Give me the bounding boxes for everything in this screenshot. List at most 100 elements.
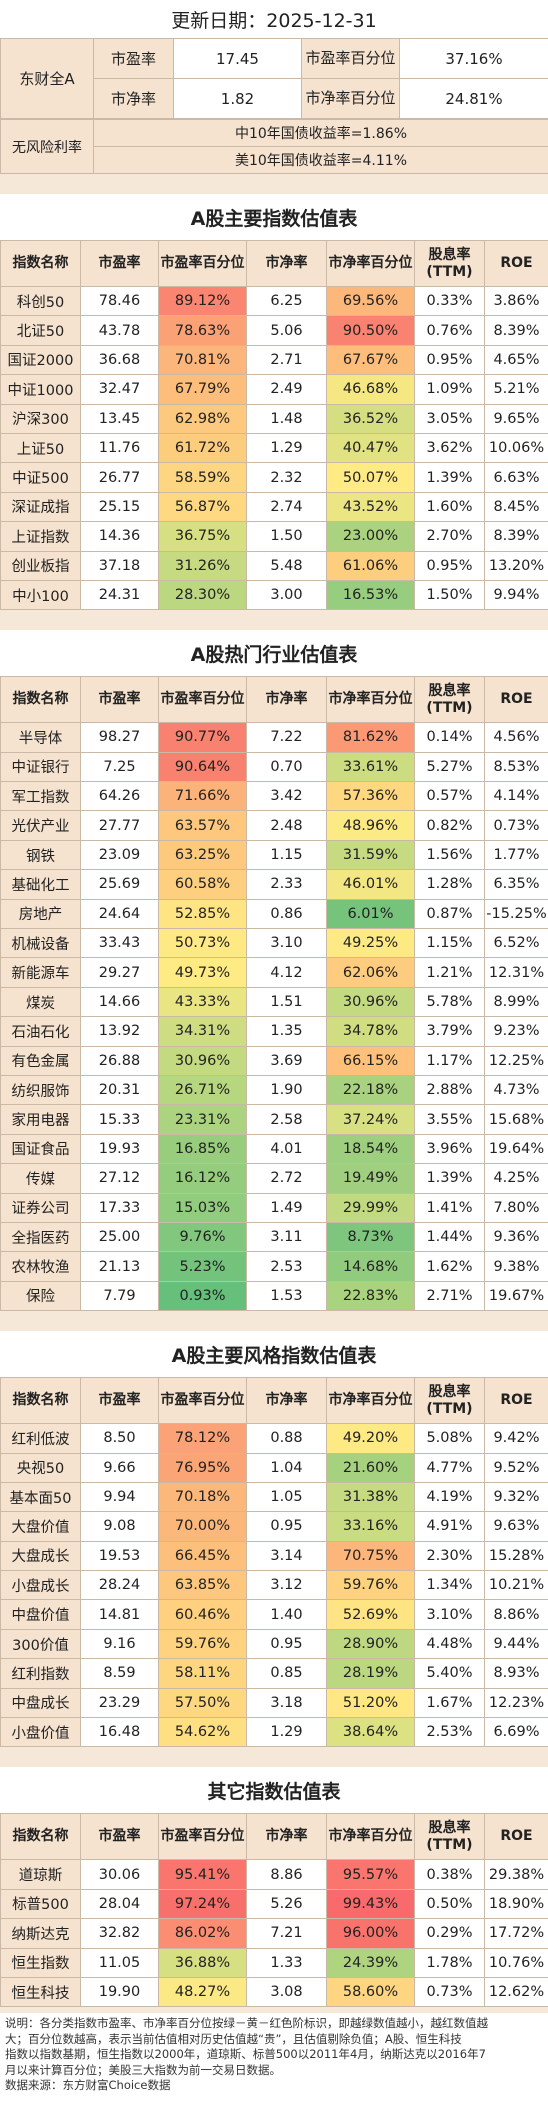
pe-cell: 19.93 <box>80 1133 159 1165</box>
roe-cell: 6.69% <box>484 1717 548 1748</box>
pb-percentile-cell: 61.06% <box>326 550 415 581</box>
roe-cell: 10.21% <box>484 1570 548 1601</box>
index-name-cell: 军工指数 <box>0 781 81 812</box>
pe-cell: 7.79 <box>80 1280 159 1312</box>
overview-pe-label: 市盈率 <box>93 38 174 79</box>
pb-cell: 0.95 <box>246 1628 327 1660</box>
pe-cell: 19.53 <box>80 1540 159 1572</box>
pe-percentile-cell: 48.27% <box>158 1976 247 2008</box>
pb-percentile-cell: 49.20% <box>326 1423 415 1454</box>
index-name-cell: 中证银行 <box>0 751 81 783</box>
pe-percentile-cell: 97.24% <box>158 1888 247 1920</box>
dividend-yield-cell: 5.08% <box>414 1423 485 1454</box>
table-row: 全指医药 25.00 9.76% 3.11 8.73% 1.44% 9.36% <box>0 1221 548 1253</box>
column-header: ROE <box>484 676 548 724</box>
section-title-other-index-valuation: 其它指数估值表 <box>0 1767 548 1814</box>
dividend-yield-cell: 0.57% <box>414 781 485 812</box>
dividend-yield-cell: 1.39% <box>414 462 485 493</box>
index-name-cell: 煤炭 <box>0 986 81 1018</box>
roe-cell: 5.21% <box>484 374 548 405</box>
footnote-line: 指数以指数基期，恒生指数以2000年，道琼斯、标普500以2011年4月，纳斯达… <box>5 2047 486 2062</box>
pb-percentile-cell: 28.90% <box>326 1628 415 1660</box>
table-row: 央视50 9.66 76.95% 1.04 21.60% 4.77% 9.52% <box>0 1452 548 1483</box>
pb-cell: 1.50 <box>246 521 327 552</box>
pe-percentile-cell: 36.75% <box>158 521 247 552</box>
dividend-yield-cell: 1.15% <box>414 928 485 959</box>
dividend-yield-cell: 0.33% <box>414 285 485 317</box>
table-row: 房地产 24.64 52.85% 0.86 6.01% 0.87% -15.25% <box>0 898 548 930</box>
pb-cell: 2.72 <box>246 1163 327 1194</box>
pe-cell: 25.69 <box>80 869 159 900</box>
roe-cell: 9.94% <box>484 579 548 611</box>
index-name-cell: 全指医药 <box>0 1221 81 1253</box>
column-header: 股息率(TTM) <box>414 240 485 287</box>
pe-cell: 24.31 <box>80 579 159 611</box>
dividend-yield-cell: 1.41% <box>414 1192 485 1223</box>
column-header: 市盈率百分位 <box>158 1377 247 1425</box>
pe-cell: 9.16 <box>80 1628 159 1660</box>
pe-cell: 13.45 <box>80 403 159 434</box>
roe-cell: 8.93% <box>484 1658 548 1689</box>
pb-cell: 4.01 <box>246 1133 327 1165</box>
roe-cell: -15.25% <box>484 898 548 930</box>
pe-percentile-cell: 95.41% <box>158 1859 247 1890</box>
pb-cell: 2.53 <box>246 1251 327 1282</box>
pb-cell: 6.25 <box>246 285 327 317</box>
column-header: 市净率 <box>246 1377 327 1425</box>
pe-percentile-cell: 50.73% <box>158 928 247 959</box>
index-name-cell: 半导体 <box>0 722 81 753</box>
table-row: 钢铁 23.09 63.25% 1.15 31.59% 1.56% 1.77% <box>0 839 548 871</box>
dividend-yield-cell: 1.21% <box>414 957 485 988</box>
pb-cell: 2.58 <box>246 1104 327 1135</box>
pe-cell: 98.27 <box>80 722 159 753</box>
roe-cell: 4.65% <box>484 344 548 376</box>
index-name-cell: 中盘成长 <box>0 1687 81 1719</box>
update-date: 更新日期：2025-12-31 <box>0 0 548 38</box>
index-name-cell: 央视50 <box>0 1452 81 1483</box>
overview-pb-pct-value: 24.81% <box>399 78 548 119</box>
pb-cell: 1.40 <box>246 1599 327 1630</box>
roe-cell: 6.52% <box>484 928 548 959</box>
pb-percentile-cell: 22.18% <box>326 1074 415 1106</box>
pb-percentile-cell: 50.07% <box>326 462 415 493</box>
index-name-cell: 新能源车 <box>0 957 81 988</box>
pb-percentile-cell: 49.25% <box>326 928 415 959</box>
roe-cell: 19.67% <box>484 1280 548 1312</box>
pb-percentile-cell: 33.61% <box>326 751 415 783</box>
index-name-cell: 纺织服饰 <box>0 1074 81 1106</box>
pb-cell: 3.14 <box>246 1540 327 1572</box>
cn-bond-yield: 中10年国债收益率=1.86% <box>93 119 548 147</box>
section-gap <box>0 1747 548 1768</box>
roe-cell: 9.63% <box>484 1511 548 1542</box>
index-name-cell: 深证成指 <box>0 491 81 523</box>
pe-cell: 19.90 <box>80 1976 159 2008</box>
pe-cell: 24.64 <box>80 898 159 930</box>
pb-cell: 1.33 <box>246 1947 327 1978</box>
pb-percentile-cell: 19.49% <box>326 1163 415 1194</box>
pb-percentile-cell: 28.19% <box>326 1658 415 1689</box>
pb-percentile-cell: 22.83% <box>326 1280 415 1312</box>
index-name-cell: 国证2000 <box>0 344 81 376</box>
pb-percentile-cell: 81.62% <box>326 722 415 753</box>
data-source: 数据来源：东方财富Choice数据 <box>5 2078 171 2093</box>
roe-cell: 0.73% <box>484 810 548 841</box>
table-row: 沪深300 13.45 62.98% 1.48 36.52% 3.05% 9.65% <box>0 403 548 434</box>
dividend-yield-cell: 3.79% <box>414 1016 485 1047</box>
pe-cell: 15.33 <box>80 1104 159 1135</box>
pb-cell: 2.33 <box>246 869 327 900</box>
pb-percentile-cell: 52.69% <box>326 1599 415 1630</box>
pb-percentile-cell: 99.43% <box>326 1888 415 1920</box>
table-row: 红利低波 8.50 78.12% 0.88 49.20% 5.08% 9.42% <box>0 1423 548 1454</box>
roe-cell: 17.72% <box>484 1918 548 1949</box>
table-row: 家用电器 15.33 23.31% 2.58 37.24% 3.55% 15.68% <box>0 1104 548 1135</box>
table-row: 有色金属 26.88 30.96% 3.69 66.15% 1.17% 12.25% <box>0 1045 548 1076</box>
pe-cell: 8.59 <box>80 1658 159 1689</box>
pe-percentile-cell: 58.11% <box>158 1658 247 1689</box>
roe-cell: 9.65% <box>484 403 548 434</box>
pb-cell: 5.26 <box>246 1888 327 1920</box>
pe-percentile-cell: 31.26% <box>158 550 247 581</box>
dividend-yield-cell: 0.50% <box>414 1888 485 1920</box>
pe-cell: 64.26 <box>80 781 159 812</box>
table-row: 基本面50 9.94 70.18% 1.05 31.38% 4.19% 9.32% <box>0 1481 548 1513</box>
table-row: 创业板指 37.18 31.26% 5.48 61.06% 0.95% 13.20% <box>0 550 548 581</box>
